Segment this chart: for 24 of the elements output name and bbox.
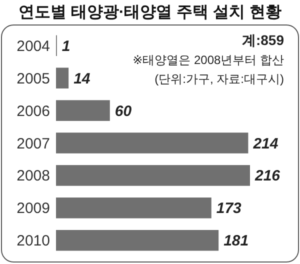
data-label: 173	[216, 200, 242, 218]
annotation: (단위:가구, 자료:대구시)	[154, 72, 284, 86]
annotation: 계:859	[242, 32, 284, 48]
bar	[56, 165, 250, 186]
y-tick-label: 2009	[16, 200, 50, 218]
y-tick-label: 2007	[16, 135, 50, 152]
bar	[56, 100, 110, 121]
data-label: 214	[252, 135, 279, 152]
y-tick-label: 2004	[16, 38, 50, 55]
data-label: 14	[74, 70, 91, 88]
chart-title: 연도별 태양광·태양열 주택 설치 현황	[18, 4, 282, 21]
y-tick-label: 2008	[16, 168, 50, 185]
data-label: 1	[62, 38, 70, 55]
data-label: 60	[114, 102, 132, 120]
bar	[56, 132, 248, 154]
y-tick-label: 2005	[16, 70, 50, 88]
data-label: 216	[254, 168, 281, 185]
bar	[56, 68, 69, 88]
bar	[56, 230, 219, 251]
data-label: 181	[224, 232, 249, 250]
bar	[56, 198, 212, 218]
annotation: ※태양열은 2008년부터 합산	[132, 53, 284, 67]
y-tick-label: 2010	[16, 232, 50, 250]
y-tick-label: 2006	[16, 102, 50, 120]
